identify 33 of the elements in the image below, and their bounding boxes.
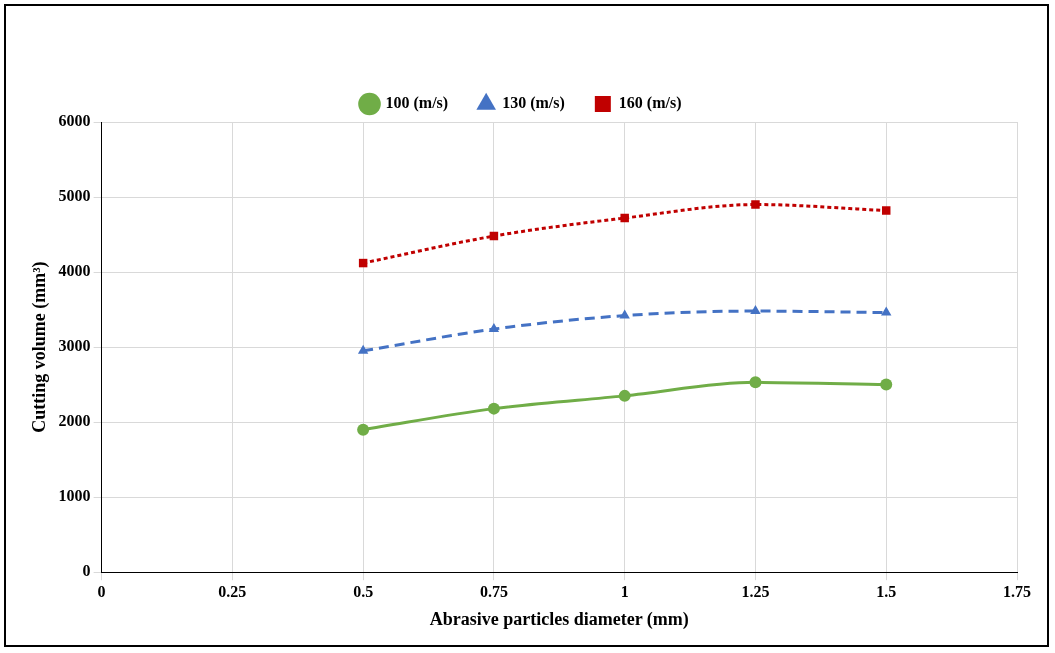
point <box>620 213 629 223</box>
y-tick-label: 2000 <box>58 412 91 430</box>
legend-label: 160 (m/s) <box>618 94 682 113</box>
legend-label: 130 (m/s) <box>502 94 565 113</box>
point <box>750 305 761 315</box>
y-tick-label: 6000 <box>58 112 91 130</box>
point <box>357 423 370 436</box>
y-tick-label: 4000 <box>58 262 91 280</box>
x-tick-label: 1.5 <box>876 582 897 600</box>
x-axis-title: Abrasive particles diameter (mm) <box>429 608 689 630</box>
point <box>749 376 762 389</box>
x-tick-label: 1.75 <box>1003 582 1031 600</box>
x-tick-label: 1.25 <box>741 582 770 600</box>
x-tick-label: 0 <box>97 582 106 600</box>
x-tick-label: 0.75 <box>479 582 508 600</box>
y-tick-label: 5000 <box>58 187 91 205</box>
x-tick-label: 0.25 <box>218 582 247 600</box>
x-tick-label: 1 <box>620 582 629 600</box>
point <box>880 378 893 391</box>
legend-label: 100 (m/s) <box>385 94 449 113</box>
y-axis-title: Cutting volume (mm³) <box>29 261 51 433</box>
point <box>619 309 630 319</box>
point <box>881 306 892 316</box>
point <box>488 323 500 333</box>
x-tick-label: 0.5 <box>353 582 374 600</box>
point <box>751 200 760 209</box>
y-tick-label: 1000 <box>58 487 91 505</box>
point <box>881 206 891 215</box>
point <box>618 389 631 402</box>
point <box>357 344 369 354</box>
y-tick-label: 3000 <box>58 337 91 355</box>
y-tick-label: 0 <box>82 562 91 580</box>
point <box>487 402 500 415</box>
